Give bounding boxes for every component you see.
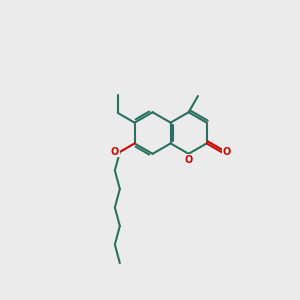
Text: O: O: [184, 155, 193, 165]
Text: O: O: [223, 147, 231, 157]
Text: O: O: [111, 147, 119, 157]
